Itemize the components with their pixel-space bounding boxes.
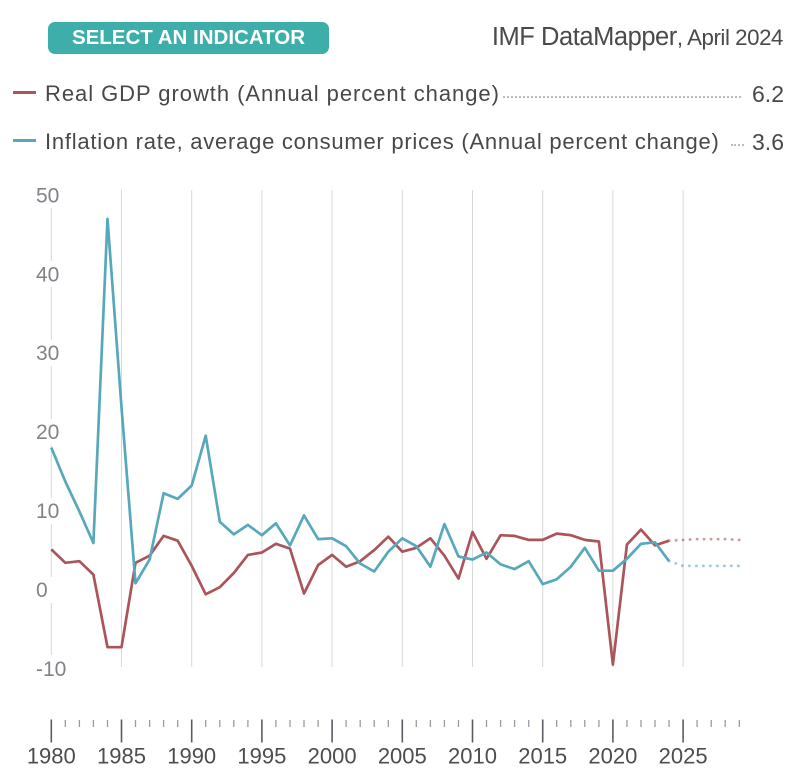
svg-text:40: 40 <box>36 263 59 286</box>
svg-text:2025: 2025 <box>659 744 708 769</box>
svg-text:0: 0 <box>36 579 48 602</box>
svg-text:1995: 1995 <box>237 744 286 769</box>
svg-text:1985: 1985 <box>97 744 146 769</box>
svg-text:2010: 2010 <box>448 744 497 769</box>
svg-text:1990: 1990 <box>167 744 216 769</box>
svg-text:30: 30 <box>36 342 59 365</box>
svg-text:20: 20 <box>36 421 59 444</box>
svg-text:2015: 2015 <box>518 744 567 769</box>
svg-text:-10: -10 <box>36 658 66 681</box>
svg-text:10: 10 <box>36 500 59 523</box>
svg-text:2020: 2020 <box>588 744 637 769</box>
svg-text:2000: 2000 <box>308 744 357 769</box>
svg-text:1980: 1980 <box>27 744 76 769</box>
svg-text:50: 50 <box>36 184 59 207</box>
svg-text:2005: 2005 <box>378 744 427 769</box>
